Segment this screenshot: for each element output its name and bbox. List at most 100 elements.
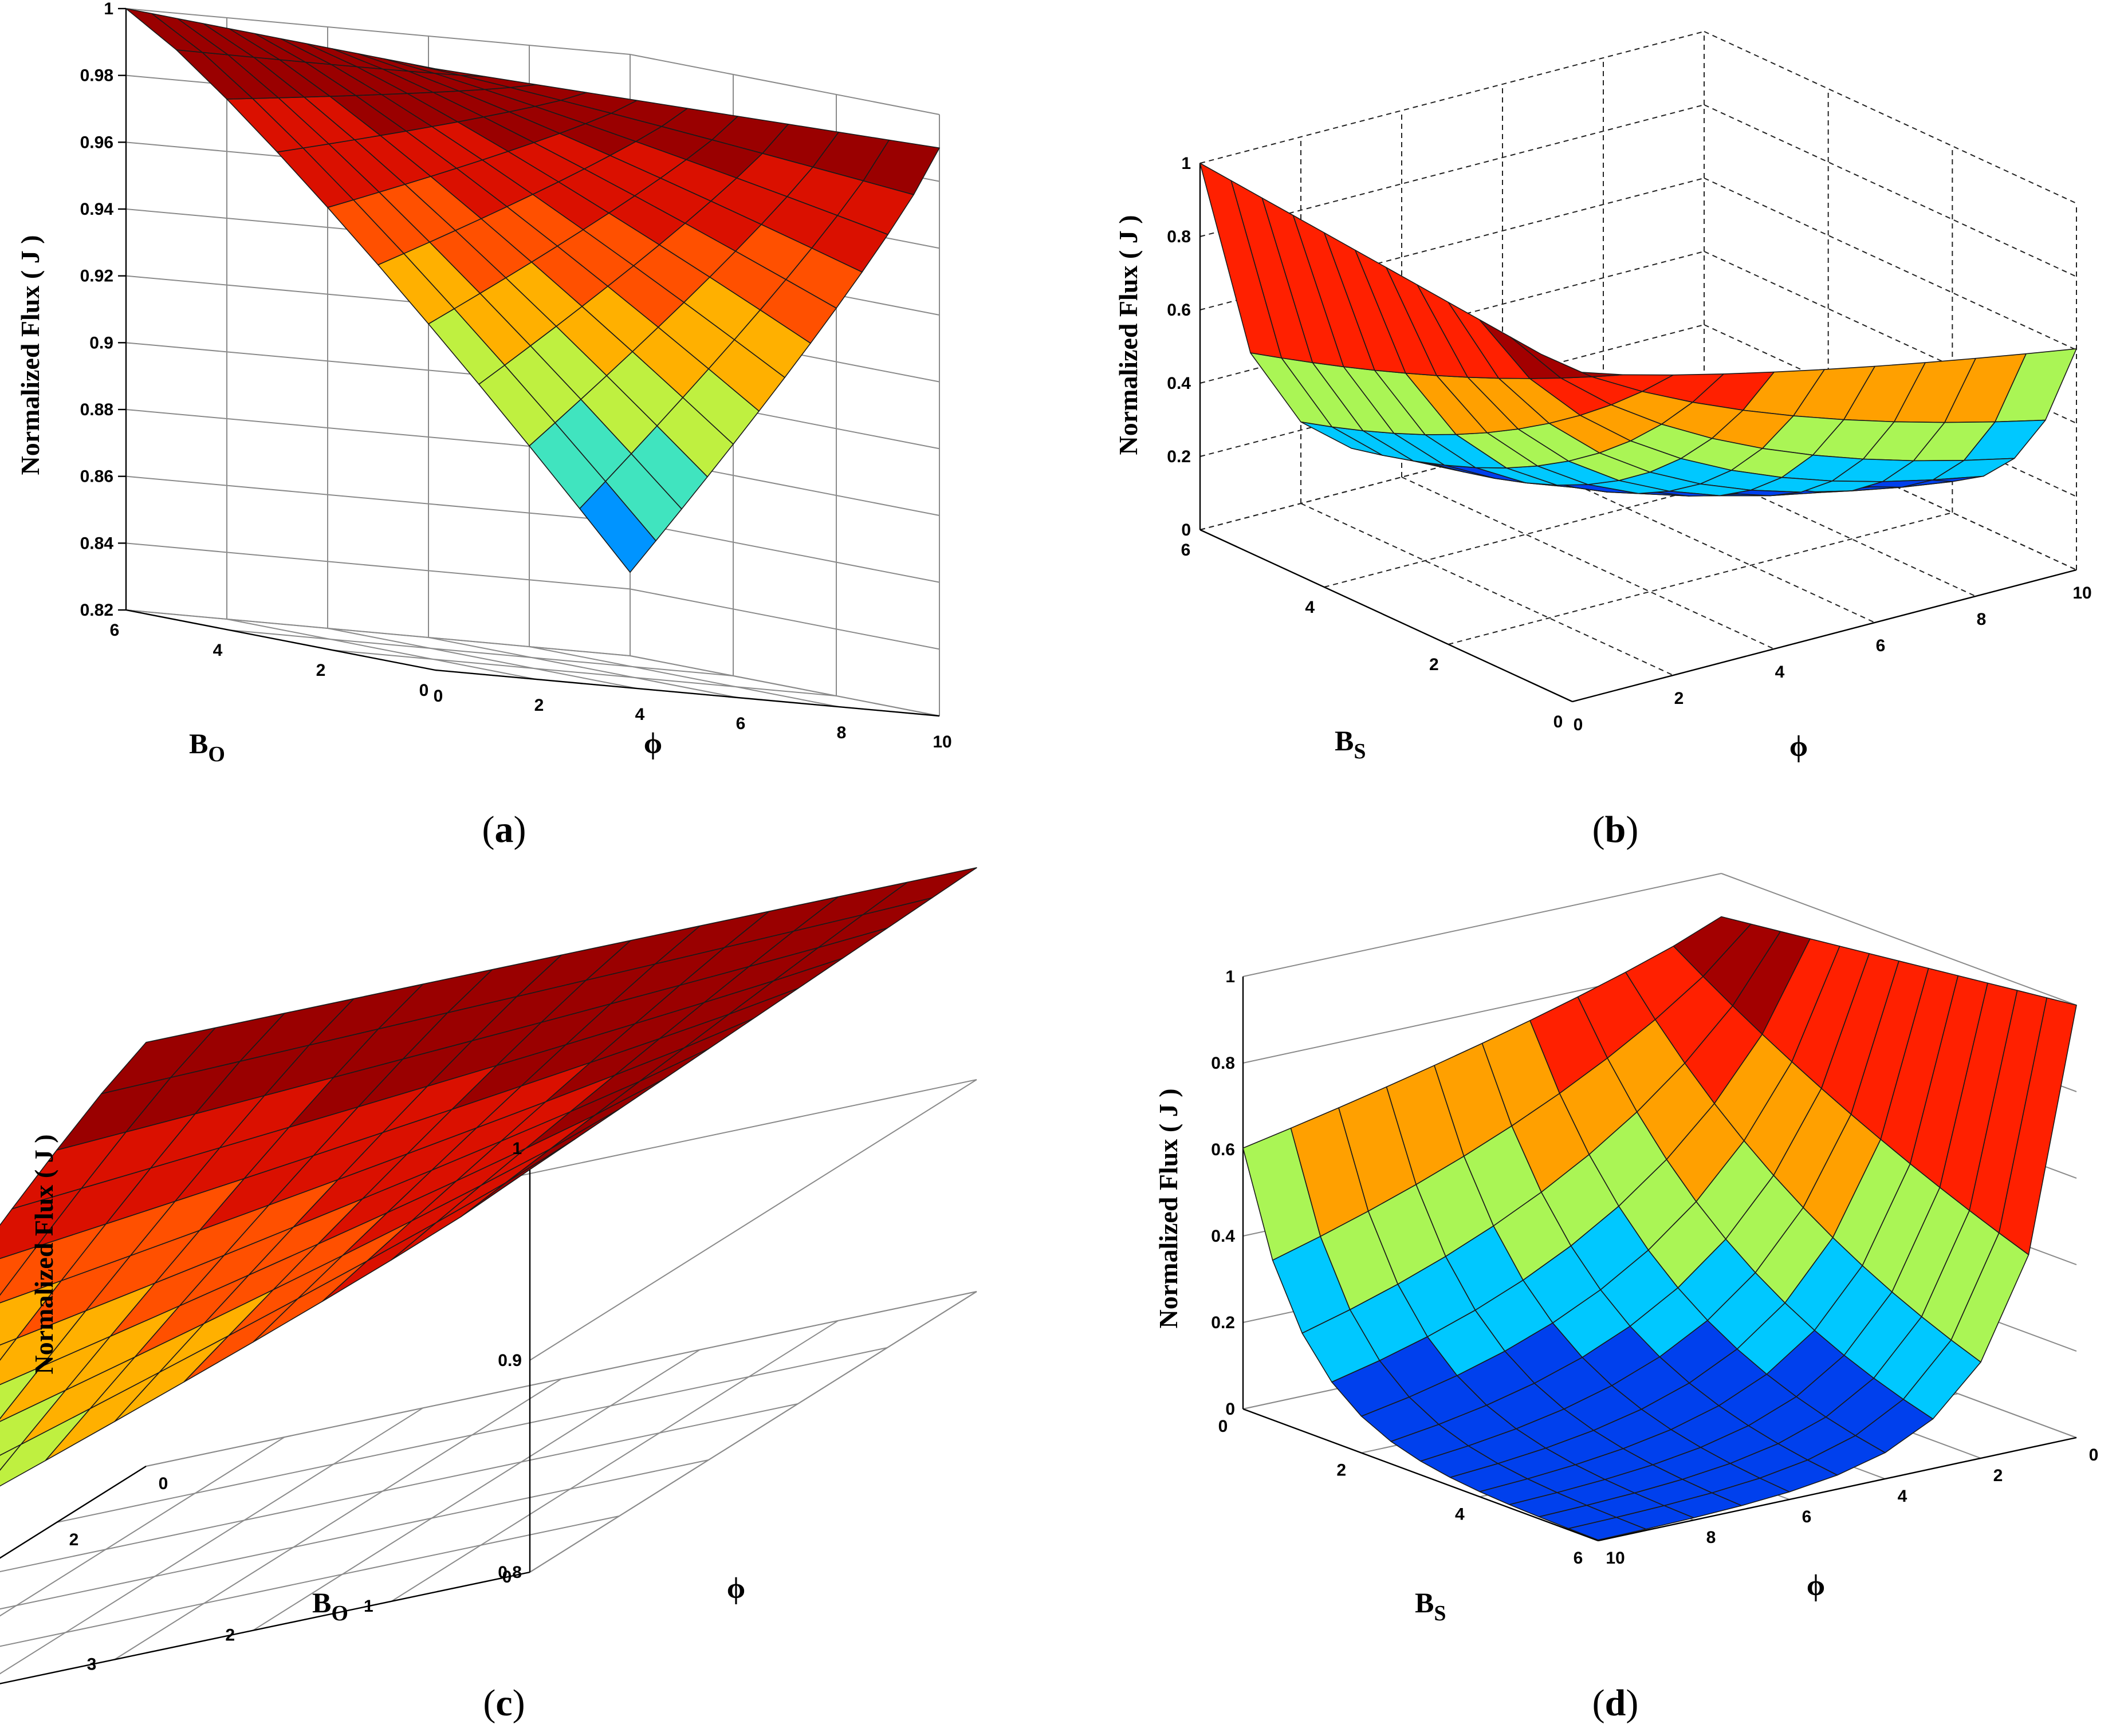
panel-d-y-tick-label: 0 [2089, 1446, 2099, 1465]
panel-b-x-axis-subscript: S [1354, 739, 1366, 763]
panel-b-x-tick-label: 4 [1305, 598, 1315, 617]
panel-c-gridline [0, 1407, 423, 1675]
panel-a-gridline [630, 655, 940, 717]
panel-a-x-tick-label: 4 [213, 641, 223, 660]
panel-c-gridline [145, 1291, 977, 1467]
panel-d-z-tick-label: 0.6 [1211, 1140, 1235, 1159]
panel-a-y-tick-label: 4 [635, 705, 645, 724]
panel-c-gridline [56, 1347, 888, 1523]
panel-d-x-axis [1242, 1408, 1599, 1542]
panel-c-x-tick-label: 3 [87, 1655, 97, 1674]
panel-b-gridline [1704, 31, 2077, 204]
panel-c-x-tick-label: 0 [502, 1568, 512, 1587]
panel-b-z-tick-label: 0.6 [1167, 301, 1191, 320]
panel-c-gridline [391, 1320, 839, 1602]
panel-c-y-tick-label: 0 [159, 1474, 168, 1493]
panel-a-gridline [125, 609, 631, 656]
panel-d-z-axis-label: Normalized Flux ( J ) [1154, 1088, 1183, 1328]
panel-c-surface-cell [0, 1444, 22, 1471]
panel-a-y-axis-label: ϕ [644, 727, 662, 760]
panel-c-z-tick-label: 0.9 [498, 1351, 522, 1370]
panel-d-gridline [1721, 873, 2077, 1006]
panel-c-gridline [0, 1572, 530, 1684]
panel-a-caption: (a) [482, 809, 526, 851]
panel-b-z-axis-label: Normalized Flux ( J ) [1114, 215, 1143, 455]
panel-c-gridline [0, 1436, 285, 1617]
panel-a-gridline [226, 619, 537, 680]
panel-d-y-tick-label: 8 [1706, 1528, 1716, 1547]
panel-b-surface-cell [1199, 163, 1282, 359]
panel-d-surface-cell [1999, 997, 2077, 1255]
panel-a-y-tick-label: 10 [933, 733, 951, 751]
panel-b-gridline [1300, 503, 1674, 676]
panel-a-y-tick-label: 0 [434, 687, 443, 706]
panel-c-z-axis-label: Normalized Flux ( J ) [29, 1134, 58, 1374]
panel-a-z-tick-label: 0.82 [80, 601, 113, 620]
panel-b-y-tick-label: 4 [1775, 663, 1785, 682]
panel-c-surface-cell [0, 1280, 62, 1346]
panel-c-caption: (c) [483, 1682, 525, 1724]
panel-d-x-axis-subscript: S [1434, 1601, 1446, 1625]
panel-b-y-tick-label: 0 [1574, 715, 1583, 734]
panel-b-z-tick-label: 1 [1181, 154, 1191, 173]
panel-c-x-tick-label: 1 [364, 1597, 373, 1616]
panel-a-gridline [332, 649, 837, 696]
panel-a-z-tick-label: 0.98 [80, 66, 113, 85]
panel-b-caption: (b) [1592, 809, 1639, 851]
panel-c-x-axis-label: BO [312, 1587, 348, 1625]
panel-b-y-tick-label: 8 [1977, 610, 1987, 629]
panel-a-x-axis-label: BO [189, 727, 225, 766]
panel-b-z-tick-label: 0.2 [1167, 447, 1191, 466]
panel-b-gridline [1401, 477, 1775, 649]
panel-b-z-tick-label: 0.4 [1167, 374, 1191, 393]
panel-a-x-axis [125, 609, 436, 671]
panel-a-x-tick-label: 6 [110, 621, 120, 640]
panel-c-gridline [253, 1349, 701, 1631]
panel-b-x-tick-label: 6 [1181, 541, 1191, 560]
panel-a-y-tick-label: 6 [736, 714, 746, 733]
panel-b-z-tick-label: 0 [1181, 521, 1191, 540]
panel-c-surface-cell [0, 1408, 91, 1487]
panel-c-gridline [529, 1291, 977, 1573]
panel-c-gridline [0, 1459, 709, 1610]
panel-d-z-tick-label: 1 [1225, 967, 1235, 986]
panel-b-gridline [1199, 31, 1705, 164]
panel-b-x-axis [1199, 529, 1573, 703]
panel-b-gridline [1704, 178, 2077, 351]
panel-a-gridline [125, 8, 631, 55]
panel-c-z-tick-label: 1 [512, 1139, 522, 1158]
panel-b-y-axis [1572, 569, 2077, 703]
panel-a-gridline [630, 521, 940, 583]
panel-d-x-axis-label: BS [1415, 1587, 1446, 1625]
panel-c-y-axis-label: ϕ [727, 1572, 745, 1605]
panel-d-y-tick-label: 4 [1898, 1487, 1907, 1506]
panel-c-surface-cell [0, 1246, 37, 1296]
panel-c-surface-cell [0, 1310, 86, 1385]
panel-d-z-tick-label: 0.8 [1211, 1054, 1235, 1073]
panel-d-x-tick-label: 6 [1574, 1549, 1583, 1568]
panel-a-gridline [125, 542, 631, 590]
panel-a-z-tick-label: 0.9 [89, 333, 113, 352]
panel-b-gridline [1704, 104, 2077, 277]
panel-a-gridline [630, 54, 940, 115]
panel-a-x-tick-label: 0 [419, 681, 429, 700]
panel-c-gridline [529, 1079, 977, 1361]
panel-c-surface-cell [0, 1188, 82, 1259]
panel-a-y-tick-label: 2 [534, 696, 544, 715]
panel-d-z-tick-label: 0.4 [1211, 1227, 1235, 1246]
panel-d-z-tick-label: 0.2 [1211, 1313, 1235, 1332]
panel-c-gridline [0, 1466, 147, 1559]
panel-a-gridline [125, 475, 631, 523]
panel-d-y-axis [1598, 1436, 2077, 1542]
panel-d-y-tick-label: 2 [1993, 1466, 2003, 1485]
panel-d-caption: (d) [1592, 1682, 1639, 1724]
panel-c-surface-cell [0, 1338, 17, 1361]
panel-a-x-tick-label: 2 [316, 661, 326, 680]
panel-a-z-tick-label: 0.92 [80, 267, 113, 286]
panel-c-surface-cell [0, 1336, 111, 1422]
panel-a-z-tick-label: 1 [104, 0, 113, 18]
panel-a-gridline [327, 628, 638, 689]
panel-c-z-tick-label: 0.8 [498, 1563, 522, 1582]
